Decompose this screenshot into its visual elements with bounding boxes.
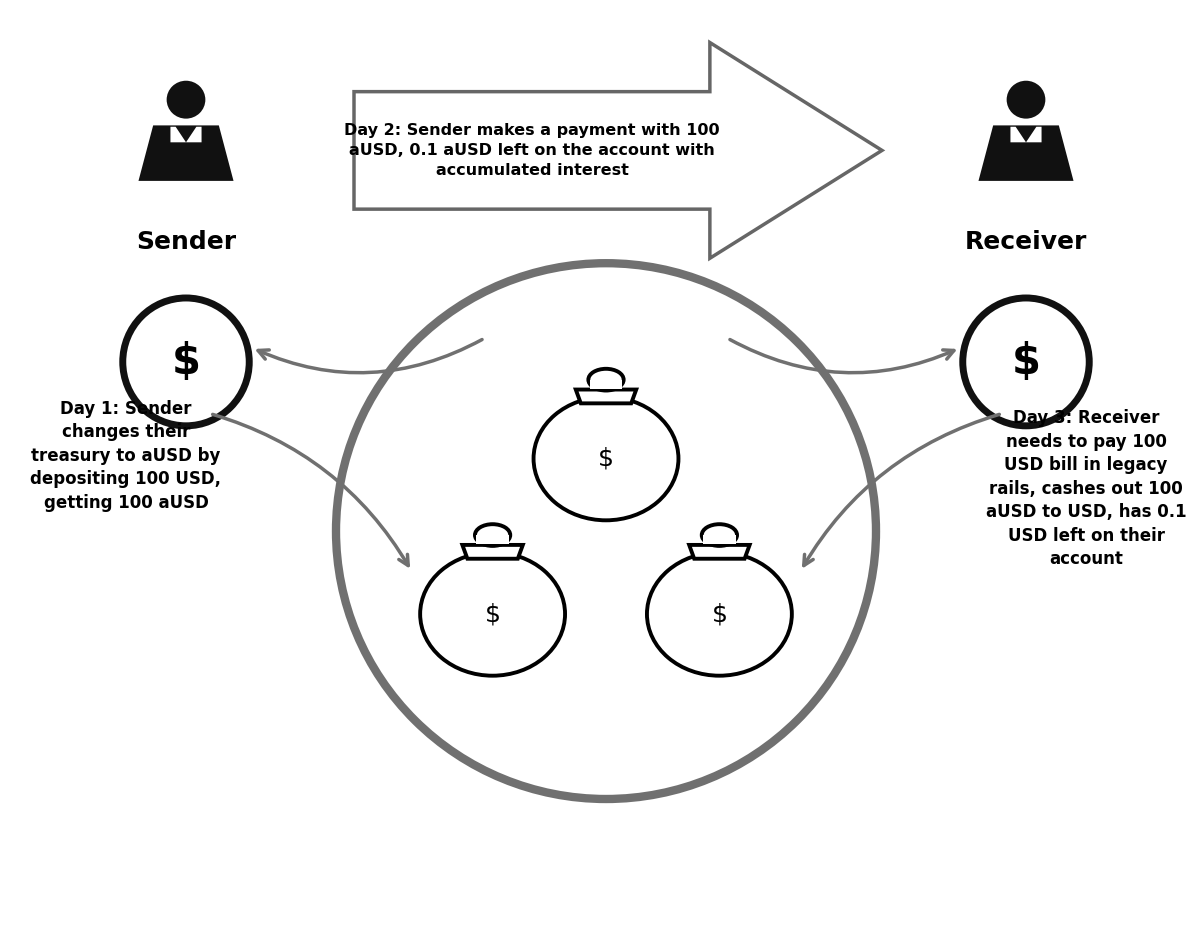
- Ellipse shape: [336, 263, 876, 799]
- Text: $: $: [598, 446, 614, 471]
- Polygon shape: [462, 545, 523, 558]
- Ellipse shape: [962, 298, 1090, 426]
- Polygon shape: [689, 545, 750, 558]
- Polygon shape: [1010, 127, 1026, 142]
- Text: $: $: [172, 341, 200, 383]
- Ellipse shape: [420, 553, 565, 676]
- Polygon shape: [476, 535, 509, 544]
- Text: $: $: [1012, 341, 1040, 383]
- Text: Receiver: Receiver: [965, 230, 1087, 255]
- Text: Sender: Sender: [136, 230, 236, 255]
- Text: $: $: [485, 602, 500, 626]
- Ellipse shape: [475, 525, 510, 546]
- Polygon shape: [589, 380, 623, 388]
- Polygon shape: [186, 127, 202, 142]
- Polygon shape: [703, 535, 736, 544]
- Polygon shape: [576, 389, 636, 403]
- Polygon shape: [1026, 127, 1042, 142]
- Polygon shape: [138, 125, 234, 180]
- Ellipse shape: [167, 81, 205, 118]
- Ellipse shape: [122, 298, 250, 426]
- Polygon shape: [978, 125, 1074, 180]
- Polygon shape: [354, 42, 882, 259]
- Ellipse shape: [647, 553, 792, 676]
- Text: $: $: [712, 602, 727, 626]
- Text: Day 2: Sender makes a payment with 100
aUSD, 0.1 aUSD left on the account with
a: Day 2: Sender makes a payment with 100 a…: [344, 123, 720, 178]
- Ellipse shape: [702, 525, 737, 546]
- Text: Day 3: Receiver
needs to pay 100
USD bill in legacy
rails, cashes out 100
aUSD t: Day 3: Receiver needs to pay 100 USD bil…: [985, 409, 1187, 569]
- Ellipse shape: [1007, 81, 1045, 118]
- Ellipse shape: [534, 397, 678, 521]
- Ellipse shape: [588, 368, 624, 390]
- Text: Day 1: Sender
changes their
treasury to aUSD by
depositing 100 USD,
getting 100 : Day 1: Sender changes their treasury to …: [30, 400, 222, 512]
- Polygon shape: [170, 127, 186, 142]
